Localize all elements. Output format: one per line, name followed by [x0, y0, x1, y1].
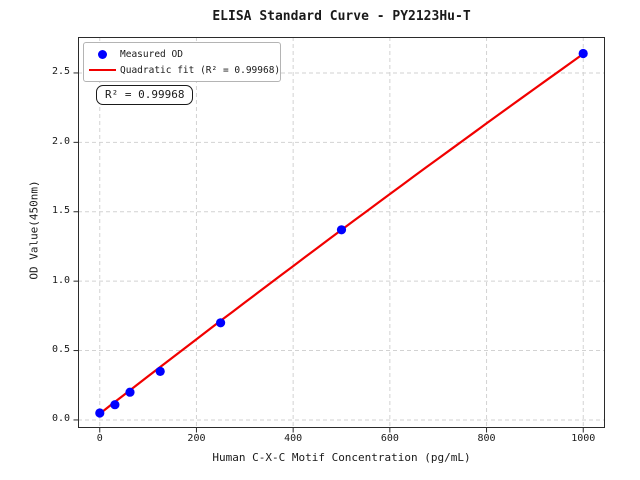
x-tick-label: 200 — [187, 433, 206, 444]
x-tick-label: 800 — [477, 433, 496, 444]
r-squared-annotation: R² = 0.99968 — [96, 85, 194, 105]
x-axis-label: Human C-X-C Motif Concentration (pg/mL) — [212, 451, 471, 464]
legend: Measured OD Quadratic fit (R² = 0.99968) — [83, 42, 281, 82]
legend-item-measured-od: Measured OD — [84, 46, 280, 62]
plot-canvas — [73, 37, 605, 433]
x-tick-label: 400 — [284, 433, 303, 444]
legend-item-quadratic-fit: Quadratic fit (R² = 0.99968) — [84, 62, 280, 78]
x-tick-label: 0 — [96, 433, 103, 444]
legend-label-measured-od: Measured OD — [120, 48, 183, 60]
y-tick-label: 2.0 — [51, 135, 70, 147]
y-axis-label: OD Value(450nm) — [27, 180, 41, 280]
legend-marker-cell — [84, 68, 120, 72]
y-tick-label: 1.0 — [51, 274, 70, 286]
y-tick-label: 0.5 — [51, 344, 70, 356]
y-tick-label: 2.5 — [51, 66, 70, 78]
chart-title: ELISA Standard Curve - PY2123Hu-T — [212, 9, 471, 24]
y-tick-label: 0.0 — [51, 413, 70, 425]
legend-label-quadratic-fit: Quadratic fit (R² = 0.99968) — [120, 64, 281, 76]
x-tick-label: 1000 — [571, 433, 596, 444]
measured-od-dot-icon — [97, 49, 107, 59]
plot-area — [73, 37, 605, 433]
x-tick-label: 600 — [380, 433, 399, 444]
y-tick-label: 1.5 — [51, 205, 70, 217]
legend-marker-cell — [84, 49, 120, 59]
quadratic-fit-line-icon — [88, 68, 116, 72]
